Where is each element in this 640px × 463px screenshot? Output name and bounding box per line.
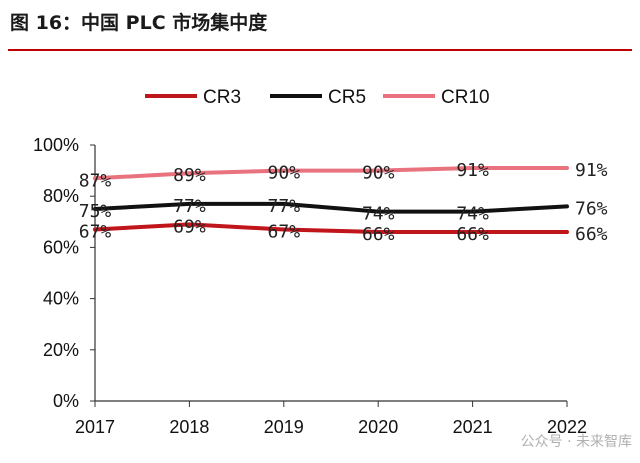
y-tick-label: 0% (53, 391, 79, 411)
watermark: 公众号 · 未来智库 (520, 434, 632, 450)
y-tick-label: 20% (43, 340, 79, 360)
x-tick-label: 2022 (547, 417, 587, 437)
series-line-cr5 (93, 201, 569, 214)
data-label-cr5: 75% (79, 201, 112, 222)
data-label-cr3: 69% (173, 216, 206, 237)
data-label-cr10: 90% (268, 163, 301, 184)
x-tick-label: 2020 (358, 417, 398, 437)
legend-label-cr3: CR3 (203, 87, 241, 108)
data-label-cr10: 89% (173, 165, 206, 186)
legend-label-cr10: CR10 (441, 87, 490, 108)
data-label-cr5: 76% (575, 198, 608, 219)
data-label-cr5: 77% (268, 196, 301, 217)
x-tick-label: 2018 (169, 417, 209, 437)
x-tick-label: 2017 (75, 417, 115, 437)
series-line-cr3 (93, 222, 569, 234)
data-label-cr3: 66% (575, 224, 608, 245)
y-tick-label: 80% (43, 186, 79, 206)
data-label-cr3: 67% (268, 221, 301, 242)
y-tick-label: 100% (33, 135, 79, 155)
y-tick-label: 40% (43, 289, 79, 309)
data-label-cr10: 90% (362, 163, 395, 184)
title-divider (8, 49, 632, 51)
data-label-cr5: 77% (173, 196, 206, 217)
legend-label-cr5: CR5 (328, 87, 366, 108)
data-label-cr3: 66% (456, 224, 489, 245)
figure-title: 图 16：中国 PLC 市场集中度 (10, 12, 268, 34)
x-tick-label: 2021 (453, 417, 493, 437)
data-label-cr10: 91% (575, 160, 608, 181)
series-line-cr10 (93, 166, 569, 181)
data-label-cr10: 87% (79, 170, 112, 191)
y-tick-label: 60% (43, 237, 79, 257)
data-label-cr3: 66% (362, 224, 395, 245)
x-tick-label: 2019 (264, 417, 304, 437)
data-label-cr10: 91% (456, 160, 489, 181)
data-label-cr3: 67% (79, 221, 112, 242)
data-label-cr5: 74% (362, 204, 395, 225)
data-label-cr5: 74% (456, 204, 489, 225)
